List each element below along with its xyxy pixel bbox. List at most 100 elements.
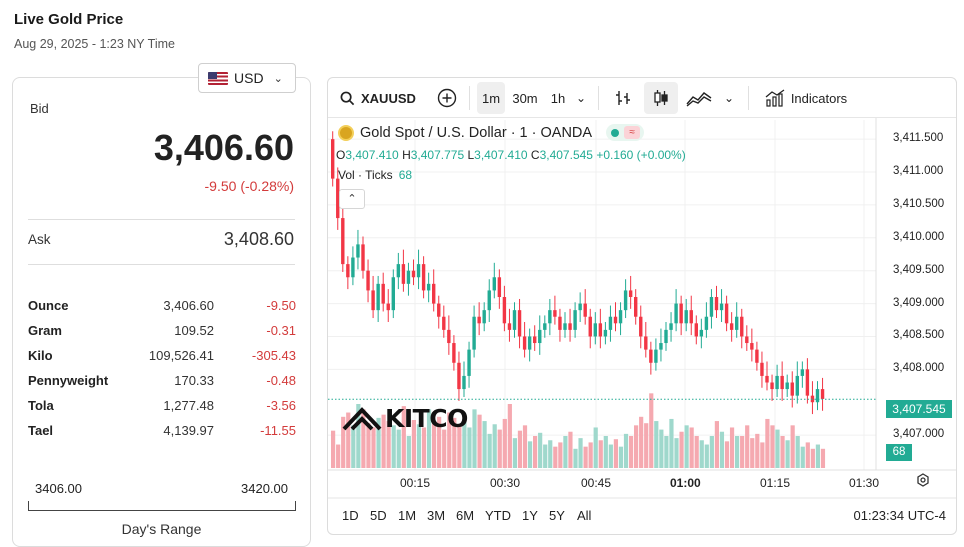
interval-1h-button[interactable]: 1h [550,90,566,106]
volume-bar [613,439,618,468]
candle-body [477,316,481,324]
candle-body [487,290,491,311]
day-range-label: Day's Range [121,521,202,537]
volume-bar [634,425,639,468]
unit-name: Gram [28,323,62,338]
volume-bar [361,409,366,468]
volume-bar [679,431,684,468]
unit-price: 109,526.41 [148,348,214,363]
volume-bar [543,444,548,468]
candles-chart-type-button[interactable] [644,82,678,114]
volume-bar [593,427,598,468]
divider [28,219,295,220]
ohlc-bars-icon [616,91,630,105]
candle-body [649,349,653,363]
price-axis[interactable]: 3,411.500 3,411.000 3,410.500 3,410.000 3,40… [876,126,956,476]
candle-body [785,382,789,390]
period-1m-button[interactable]: 1M [398,508,417,523]
candle-body [775,375,779,390]
candle-body [406,270,411,284]
candle-body [356,244,360,258]
symbol-search-button[interactable]: XAUUSD [336,82,418,114]
page-timestamp: Aug 29, 2025 - 1:23 NY Time [14,37,175,51]
candle-body [563,323,567,330]
change-value: +0.160 (+0.00%) [596,148,686,162]
volume-bar [714,421,719,468]
volume-bar [401,406,406,468]
candle-body [583,303,587,317]
volume-bar [724,441,730,468]
period-all-button[interactable]: All [577,508,592,523]
interval-30m-button[interactable]: 30m [512,90,538,106]
unit-name: Ounce [28,298,69,313]
indicators-button[interactable]: Indicators [758,82,854,114]
candle-body [527,336,532,350]
candle-body [709,297,714,317]
volume-bar [522,425,528,468]
volume-bar [482,421,487,468]
volume-bar [659,429,664,468]
candle-body [573,310,577,330]
volume-bar [548,440,553,468]
period-1y-button[interactable]: 1Y [522,508,538,523]
unit-name: Kilo [28,348,53,363]
chart-type-dropdown-chevron-icon[interactable]: ⌄ [723,91,735,105]
candle-body [452,343,456,363]
candle-body [750,343,754,350]
day-range-bar [28,501,296,511]
volume-bar [785,440,790,468]
volume-bar [391,425,396,468]
candle-body [659,343,663,350]
candle-body [805,369,810,396]
area-chart-type-button[interactable] [684,82,714,114]
volume-label: Vol · Ticks [338,168,393,182]
volume-bar [351,425,356,468]
volume-bar [553,446,558,468]
time-axis[interactable]: 00:15 00:30 00:45 01:00 01:15 01:30 [328,476,956,496]
collapse-legend-button[interactable]: ⌃ [339,189,365,209]
candle-body [497,277,502,297]
candle-body [391,277,395,311]
volume-bar [790,425,795,468]
currency-select[interactable]: USD ⌄ [198,63,296,93]
candle-body [492,277,496,291]
volume-bar [457,424,462,468]
chart-settings-gear-icon[interactable] [915,473,931,489]
candle-body [421,264,426,291]
period-6m-button[interactable]: 6M [456,508,475,523]
volume-bar [674,438,679,468]
period-ytd-button[interactable]: YTD [485,508,511,523]
interval-1m-button[interactable]: 1m [477,82,505,114]
unit-price: 3,406.60 [163,298,214,313]
period-5y-button[interactable]: 5Y [549,508,565,523]
candle-body [689,310,693,324]
candle-body [482,310,486,324]
candle-body [507,323,512,330]
us-flag-icon [208,71,228,85]
candle-body [432,283,436,304]
candle-body [437,303,441,317]
volume-bar [437,416,442,468]
candle-body [578,303,582,311]
period-3m-button[interactable]: 3M [427,508,446,523]
area-chart-icon [686,92,712,107]
candlestick-chart[interactable] [328,78,957,535]
period-5d-button[interactable]: 5D [370,508,387,523]
compare-symbol-button[interactable] [433,82,461,114]
candle-body [467,349,471,376]
interval-dropdown-chevron-icon[interactable]: ⌄ [575,91,587,105]
candle-body [522,336,527,350]
volume-bar [578,438,583,468]
period-1d-button[interactable]: 1D [342,508,359,523]
candle-body [704,316,709,330]
candle-body [538,329,542,344]
candle-body [381,283,385,304]
candle-body [558,316,562,330]
volume-bar [664,436,669,468]
unit-name: Tola [28,398,54,413]
bar-chart-type-button[interactable] [610,82,636,114]
volume-bar [628,436,634,468]
candle-body [502,297,507,324]
volume-bar [815,444,820,468]
volume-bar [331,430,336,468]
